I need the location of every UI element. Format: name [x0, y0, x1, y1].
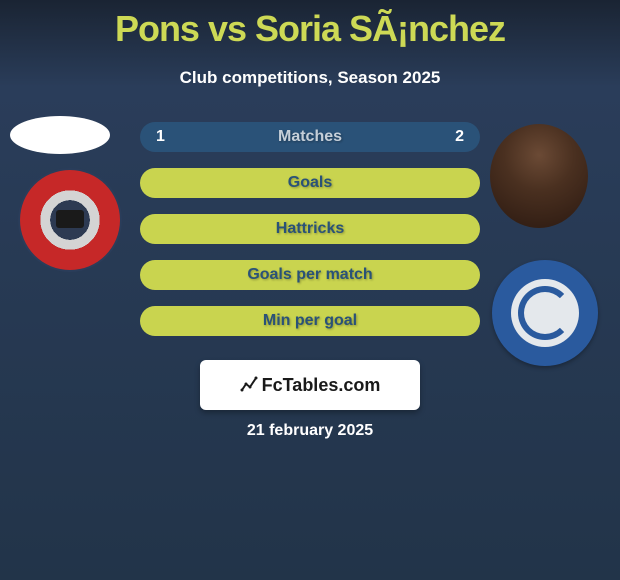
- stat-row-goals: Goals: [140, 168, 480, 198]
- stats-container: 1 Matches 2 Goals Hattricks Goals per ma…: [140, 122, 480, 352]
- stat-goals-label: Goals: [288, 174, 332, 192]
- footer-brand-text: FcTables.com: [262, 375, 381, 396]
- page-title: Pons vs Soria SÃ¡nchez: [0, 0, 620, 50]
- footer-brand-badge: FcTables.com: [200, 360, 420, 410]
- stat-hattricks-label: Hattricks: [276, 220, 344, 238]
- stat-matches-right-value: 2: [455, 128, 464, 146]
- stat-row-mpg: Min per goal: [140, 306, 480, 336]
- stat-row-matches: 1 Matches 2: [140, 122, 480, 152]
- stat-row-hattricks: Hattricks: [140, 214, 480, 244]
- stat-matches-label: Matches: [278, 128, 342, 146]
- stat-row-gpm: Goals per match: [140, 260, 480, 290]
- stat-gpm-label: Goals per match: [247, 266, 372, 284]
- stat-mpg-label: Min per goal: [263, 312, 357, 330]
- club-badge-right: [492, 260, 598, 366]
- footer-date: 21 february 2025: [0, 422, 620, 440]
- player-photo-left: [10, 116, 110, 154]
- club-badge-left: [20, 170, 120, 270]
- chart-icon: [240, 374, 258, 397]
- stat-matches-left-value: 1: [156, 128, 165, 146]
- subtitle: Club competitions, Season 2025: [0, 68, 620, 88]
- player-photo-right: [490, 124, 588, 228]
